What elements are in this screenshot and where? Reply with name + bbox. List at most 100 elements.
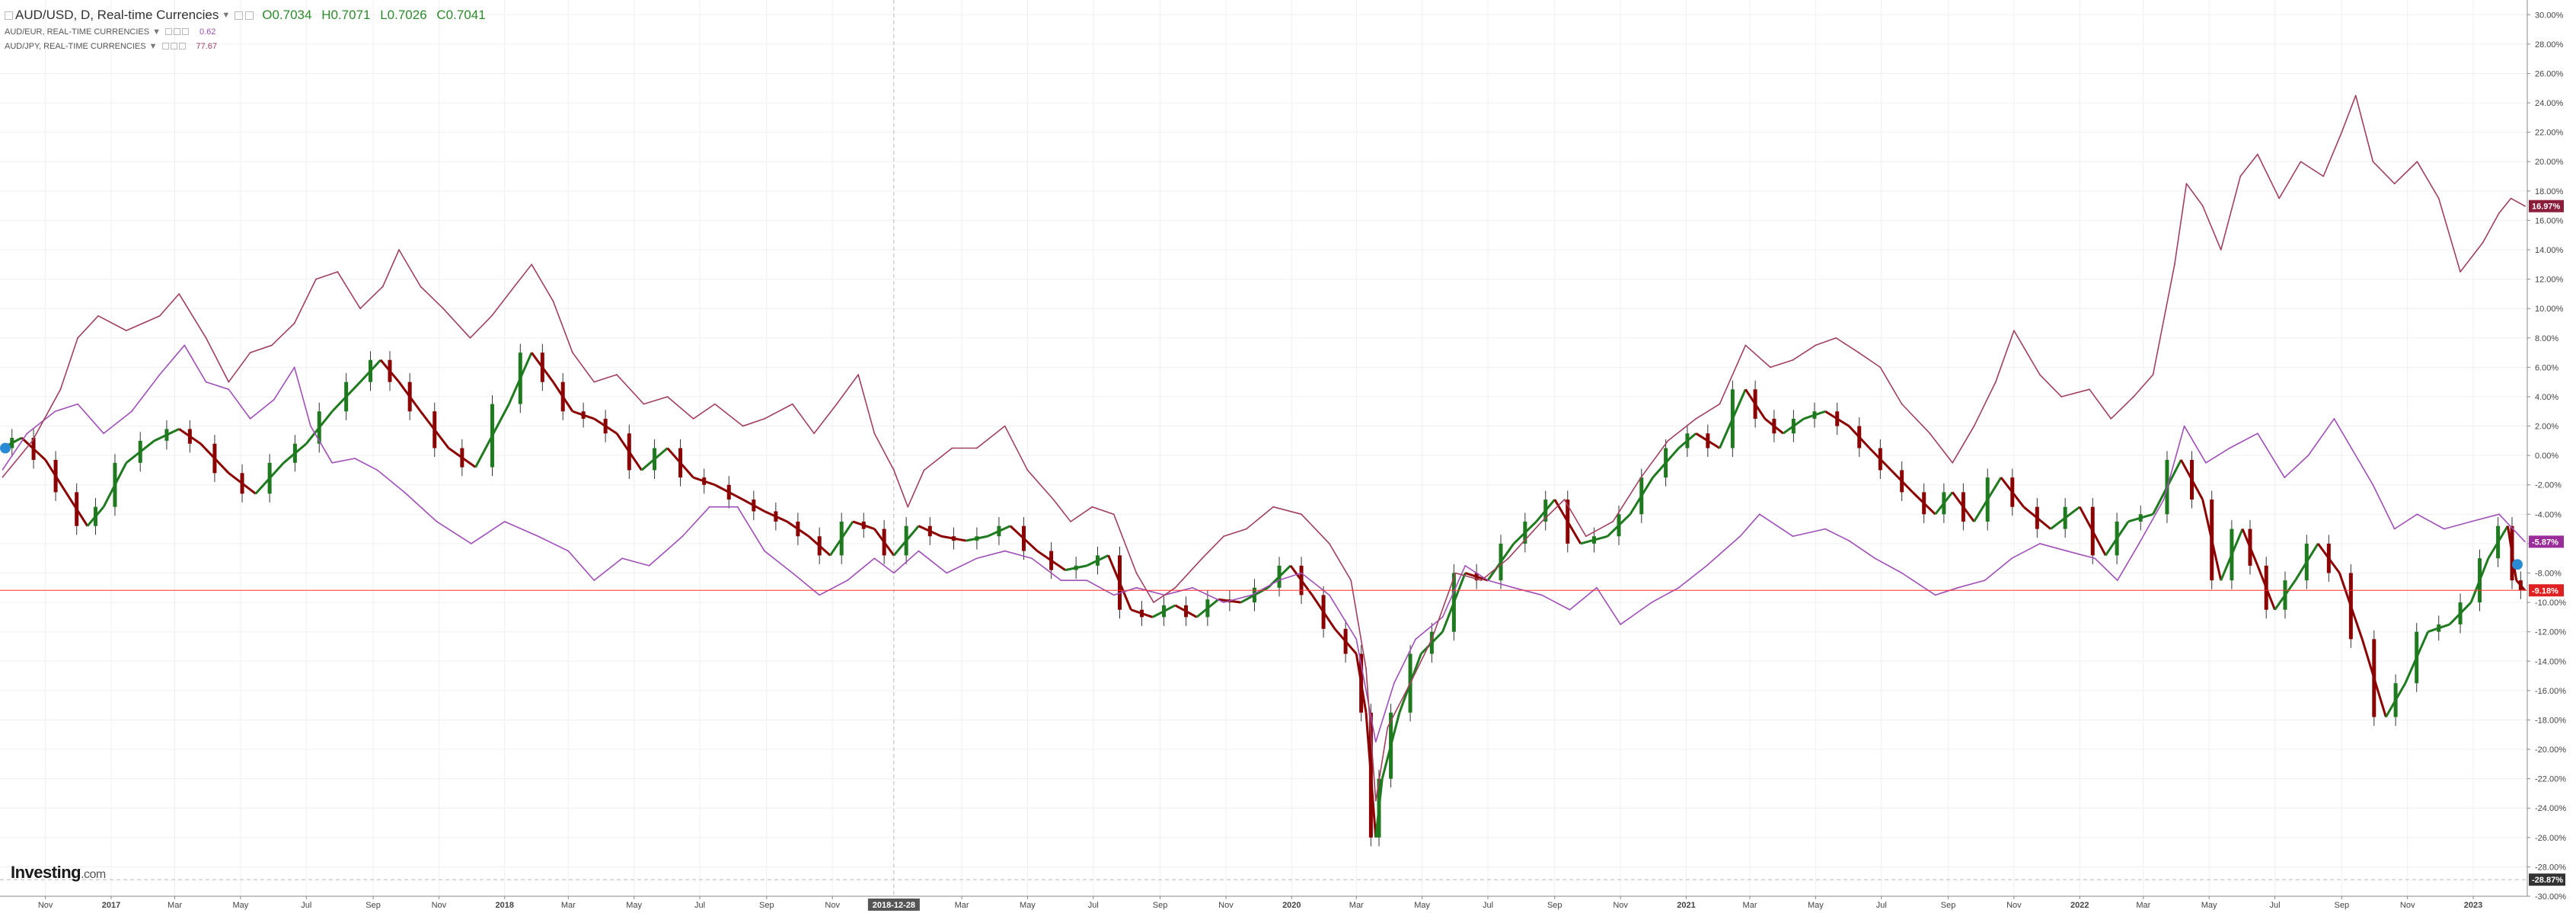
- aud-jpy-segment: [1092, 506, 1114, 516]
- crosshair-x-label: 2018-12-28: [873, 901, 915, 910]
- aud-eur-segment: [1251, 579, 1279, 596]
- aud-jpy-segment: [693, 403, 716, 420]
- aud-eur-segment: [2417, 513, 2445, 530]
- aud-jpy-segment: [1585, 521, 1614, 537]
- aud-eur-segment: [2394, 513, 2418, 530]
- y-tick-label: 10.00%: [2535, 305, 2564, 314]
- x-tick-label: Nov: [2400, 901, 2415, 910]
- aud-jpy-segment: [1640, 440, 1669, 478]
- aud-jpy-segment: [513, 263, 532, 287]
- aud-eur-segment: [159, 344, 185, 375]
- aud-jpy-segment: [2482, 212, 2500, 243]
- aud-jpy-segment: [1879, 366, 1903, 405]
- candle-body: [1730, 389, 1735, 449]
- aud-eur-segment: [593, 557, 623, 581]
- aud-jpy-segment: [2239, 154, 2258, 177]
- remove-icon[interactable]: [181, 28, 189, 35]
- candle-body: [1706, 433, 1710, 449]
- aud-eur-segment: [1355, 639, 1377, 742]
- candle-body: [603, 418, 608, 434]
- aud-jpy-segment: [382, 249, 400, 287]
- aud-jpy-segment: [271, 322, 295, 346]
- candle-body: [1474, 573, 1479, 581]
- aud-eur-segment: [2498, 513, 2526, 542]
- y-tick-label: 14.00%: [2535, 246, 2564, 255]
- aud-eur-segment: [2372, 484, 2396, 529]
- aud-eur-segment: [819, 579, 848, 596]
- aud-eur-segment: [847, 557, 875, 581]
- settings-icon[interactable]: [245, 11, 254, 20]
- aud-eur-segment: [55, 403, 78, 413]
- legend-row-aud-eur[interactable]: AUD/EUR, REAL-TIME CURRENCIES ▼ 0.62: [5, 24, 486, 39]
- aud-jpy-segment: [857, 374, 876, 434]
- candle-body: [344, 381, 349, 412]
- aud-eur-segment: [1086, 579, 1115, 596]
- legend-main-row[interactable]: AUD/USD, D, Real-time Currencies ▼ O0.70…: [5, 6, 486, 24]
- visibility-icon[interactable]: [161, 43, 169, 49]
- candle-body: [292, 443, 297, 463]
- settings-icon[interactable]: [170, 43, 177, 49]
- aud-jpy-segment: [1835, 337, 1859, 353]
- candle-body: [2010, 477, 2015, 507]
- aud-jpy-segment: [31, 388, 62, 442]
- aud-jpy-segment: [359, 286, 384, 309]
- open-value: O0.7034: [262, 8, 312, 22]
- aud-eur-segment: [1569, 587, 1598, 611]
- settings-icon[interactable]: [173, 28, 180, 35]
- y-axis[interactable]: 30.00% 28.00% 26.00% 24.00% 22.00% 20.00% 18.0…: [2527, 0, 2566, 902]
- aud-jpy-segment: [1455, 572, 1482, 581]
- aud-jpy-segment: [2110, 396, 2134, 420]
- y-tick-label: 22.00%: [2535, 129, 2564, 138]
- aud-jpy-segment: [531, 263, 554, 302]
- chevron-down-icon[interactable]: ▼: [148, 41, 158, 51]
- candle-body: [2248, 528, 2252, 566]
- aud-jpy-segment: [792, 404, 815, 434]
- y-tick-label: -18.00%: [2535, 716, 2566, 725]
- candle-body: [10, 437, 14, 449]
- aud-eur-segment: [1004, 550, 1033, 559]
- x-tick-label: Sep: [759, 901, 774, 910]
- remove-icon[interactable]: [178, 43, 186, 49]
- x-axis[interactable]: Nov 2017 Mar May Jul Sep Nov 2018 Mar May Jul Sep No…: [0, 895, 2527, 911]
- candle-body: [2372, 639, 2376, 717]
- aud-eur-segment: [1824, 528, 1850, 541]
- collapse-toggle-icon[interactable]: [5, 11, 13, 20]
- aud-eur-segment: [310, 426, 333, 464]
- chevron-down-icon[interactable]: ▼: [152, 27, 161, 37]
- candle-body: [53, 459, 58, 493]
- candle-body: [1835, 411, 1840, 426]
- aud-eur-segment: [1329, 595, 1357, 640]
- investing-logo[interactable]: Investing.com: [11, 863, 106, 883]
- aud-jpy-segment: [2152, 264, 2175, 375]
- plot-area[interactable]: [0, 0, 2527, 896]
- brand-suffix: .com: [81, 868, 106, 881]
- aud-jpy-segment: [159, 293, 180, 317]
- aud-eur-segment: [2351, 448, 2374, 486]
- aud-eur-segment: [648, 535, 683, 567]
- legend-row-aud-jpy[interactable]: AUD/JPY, REAL-TIME CURRENCIES ▼ 77.67: [5, 39, 486, 53]
- candle-body: [1299, 565, 1304, 595]
- aud-jpy-segment: [1004, 426, 1029, 471]
- aud-eur-segment: [2, 433, 28, 471]
- chevron-down-icon[interactable]: ▼: [222, 11, 231, 20]
- visibility-icon[interactable]: [164, 28, 172, 35]
- aud-eur-segment: [1278, 572, 1302, 581]
- visibility-icon[interactable]: [235, 11, 244, 20]
- aud-eur-segment: [792, 572, 820, 596]
- aud-jpy-segment: [2060, 388, 2090, 397]
- aud-jpy-segment: [836, 374, 859, 405]
- candle-body: [627, 433, 631, 471]
- aud-jpy-segment: [1901, 404, 1931, 434]
- aud-jpy-segment: [2416, 161, 2440, 199]
- aud-eur-segment: [273, 366, 295, 401]
- aud-jpy-segment: [813, 404, 838, 434]
- aud-jpy-segment: [420, 286, 444, 309]
- aud-jpy-segment: [178, 293, 207, 339]
- aud-jpy-segment: [2201, 205, 2222, 251]
- aud-eur-segment: [2284, 455, 2309, 478]
- x-tick-label: Jul: [1088, 901, 1099, 910]
- series-end-marker-icon: [2512, 559, 2523, 570]
- aud-jpy-segment: [2354, 95, 2374, 162]
